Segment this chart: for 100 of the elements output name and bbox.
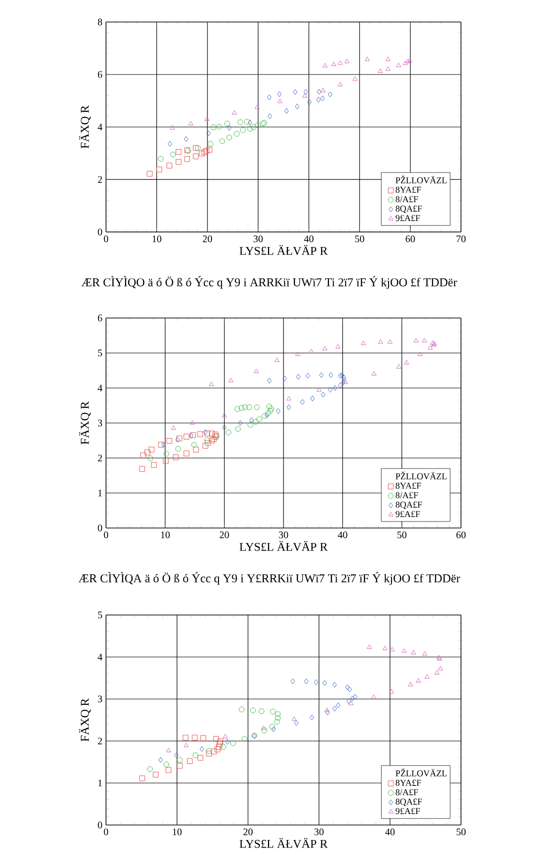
x-tick-label: 30 [314, 828, 324, 836]
x-tick-label: 10 [161, 532, 170, 538]
point [295, 104, 300, 110]
point [184, 434, 190, 440]
point [240, 127, 246, 133]
point [316, 96, 321, 103]
point [188, 120, 194, 126]
x-tick-label: 50 [355, 236, 364, 242]
point [350, 696, 355, 702]
point [199, 150, 205, 156]
point [300, 399, 305, 405]
y-axis-title: FÄXQ R [79, 401, 91, 444]
point [184, 136, 188, 142]
x-tick-label: 40 [338, 532, 348, 538]
y-tick-label: 8 [98, 18, 102, 26]
point [242, 404, 248, 410]
legend-label: 8YA£F [396, 780, 421, 786]
legend-label: 9£A£F [396, 808, 420, 814]
point [190, 420, 195, 425]
legend-label: 9£A£F [396, 215, 420, 222]
point [252, 419, 259, 425]
point [224, 120, 230, 126]
point [324, 707, 330, 712]
point [320, 88, 326, 92]
point [274, 718, 280, 725]
point [162, 458, 169, 464]
point [282, 376, 287, 382]
point [307, 99, 312, 105]
x-tick-label: 50 [456, 828, 466, 836]
point [202, 442, 208, 449]
point [216, 744, 222, 750]
point [176, 149, 182, 155]
point [226, 134, 232, 140]
y-tick-label: 5 [98, 350, 102, 356]
point [422, 651, 428, 656]
legend-label: 8/A£F [396, 196, 418, 202]
point [222, 734, 228, 738]
point [247, 126, 253, 132]
point [216, 741, 222, 747]
point [168, 140, 172, 147]
point [248, 422, 254, 428]
legend-label: 8/A£F [396, 789, 418, 796]
y-tick-label: 0 [98, 822, 102, 828]
point [209, 438, 215, 444]
y-tick-label: 1 [98, 780, 102, 786]
point [177, 757, 183, 763]
point [242, 736, 248, 742]
x-tick-label: 0 [104, 828, 108, 836]
point [331, 62, 336, 66]
point [416, 678, 421, 682]
x-tick-label: 70 [456, 236, 466, 242]
point [182, 734, 188, 740]
point [274, 711, 281, 717]
point [186, 758, 193, 764]
legend-label: 8YA£F [396, 482, 421, 489]
point [161, 442, 166, 448]
legend-label: 8YA£F [396, 186, 421, 193]
point [225, 738, 230, 745]
point [316, 88, 322, 95]
point [158, 156, 164, 162]
point [210, 124, 216, 130]
point [238, 119, 244, 126]
point [405, 58, 410, 64]
y-tick-label: 5 [98, 612, 102, 618]
point [292, 716, 297, 721]
point [170, 152, 176, 158]
point [404, 360, 410, 364]
point [343, 380, 348, 384]
point [271, 726, 276, 732]
point [246, 404, 252, 410]
point [206, 750, 212, 756]
point [216, 124, 222, 130]
x-tick-label: 40 [385, 828, 395, 836]
y-axis-title: FÄXQ R [79, 698, 91, 742]
point [177, 762, 183, 769]
point [438, 666, 443, 670]
point [378, 68, 383, 73]
point [308, 348, 314, 354]
legend-label: 8QA£F [396, 206, 422, 214]
point [325, 710, 330, 716]
point [158, 442, 164, 448]
y-tick-label: 6 [98, 314, 102, 322]
point [342, 374, 346, 380]
point [284, 108, 289, 114]
point [190, 432, 196, 438]
point [434, 670, 440, 675]
point [192, 752, 198, 758]
point [256, 416, 262, 422]
x-tick-label: 0 [104, 532, 108, 538]
point [164, 762, 170, 768]
point [200, 746, 204, 752]
point [210, 436, 217, 442]
point [382, 646, 388, 650]
point [151, 462, 157, 468]
point [144, 450, 150, 456]
legend-title: PŽLLOVÄZL [396, 472, 447, 480]
point [158, 757, 163, 763]
point [353, 694, 358, 700]
point [249, 417, 254, 424]
point [166, 438, 172, 444]
